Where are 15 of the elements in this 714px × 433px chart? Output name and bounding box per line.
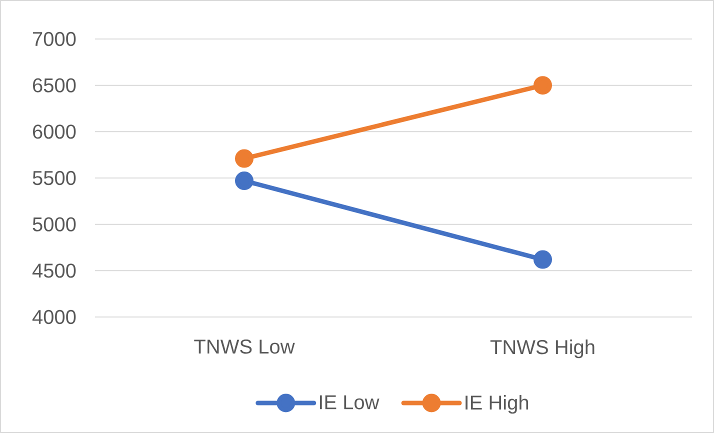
- y-tick-label: 5500: [32, 170, 76, 186]
- y-tick-label: 4500: [32, 264, 76, 278]
- point: [235, 172, 254, 190]
- y-tick-label: 6000: [33, 124, 76, 139]
- point: [534, 76, 552, 95]
- y-tick-label: 4000: [32, 310, 76, 324]
- y-tick-label: 6500: [33, 78, 76, 92]
- y-tick-label: 5000: [32, 217, 76, 232]
- x-tick-label: TNWS Low: [194, 340, 295, 354]
- x-tick-label: TNWS High: [490, 340, 594, 358]
- legend-label: IE Low: [320, 395, 380, 410]
- point: [235, 149, 254, 168]
- point: [534, 250, 552, 269]
- legend-label: IE High: [466, 395, 528, 414]
- y-tick-label: 7000: [33, 32, 76, 46]
